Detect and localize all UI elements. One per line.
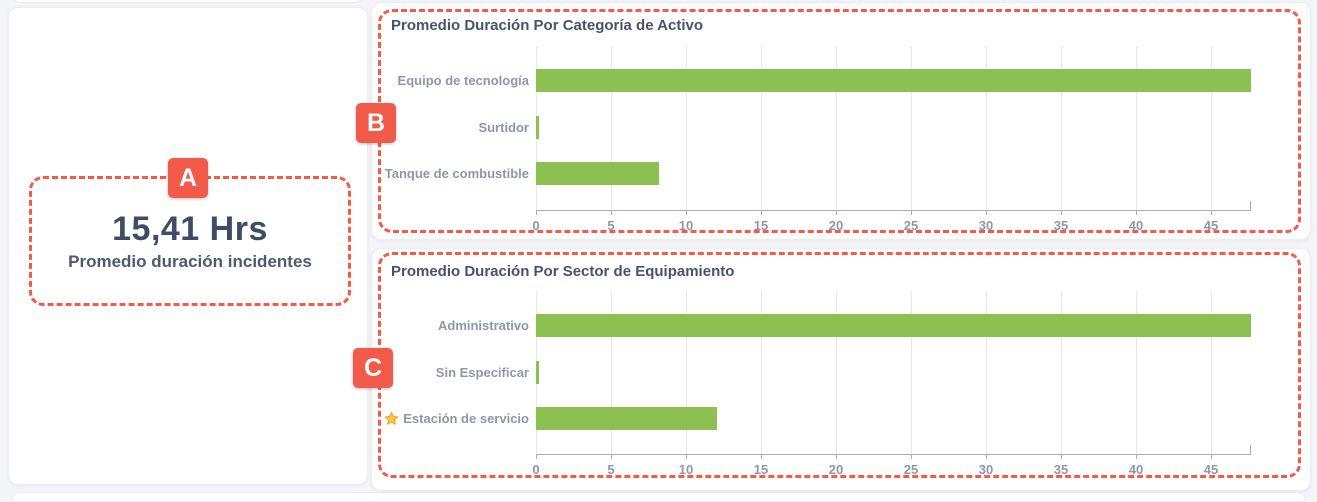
bar-3[interactable]	[536, 162, 659, 185]
next-row-card-edge	[12, 492, 1305, 502]
gridline	[986, 291, 987, 454]
axis-tick	[836, 210, 837, 215]
axis-tick	[1211, 454, 1212, 459]
category-label: Administrativo	[437, 318, 529, 333]
gridline	[761, 291, 762, 454]
bar-2[interactable]	[536, 361, 539, 384]
axis-tick	[1061, 210, 1062, 215]
x-axis-line	[536, 454, 1251, 455]
annotation-label-c: C	[353, 348, 393, 388]
gridline	[1136, 291, 1137, 454]
gridline	[686, 291, 687, 454]
axis-tick	[911, 454, 912, 459]
x-tick-label: 0	[532, 462, 540, 477]
category-label: Surtidor	[478, 120, 529, 135]
axis-tick	[611, 210, 612, 215]
gridline	[1211, 291, 1212, 454]
axis-tick	[686, 454, 687, 459]
x-tick-label: 5	[607, 218, 615, 233]
category-label: Equipo de tecnología	[397, 73, 529, 88]
x-tick-label: 30	[978, 218, 994, 233]
x-tick-label: 20	[828, 462, 844, 477]
x-tick-label: 40	[1128, 462, 1144, 477]
gridline	[611, 291, 612, 454]
axis-tick	[836, 454, 837, 459]
gridline	[1136, 46, 1137, 210]
annotation-label-a: A	[168, 158, 208, 198]
star-icon	[385, 411, 399, 425]
gridline	[911, 46, 912, 210]
axis-tick	[1211, 210, 1212, 215]
x-axis-end-tick	[1250, 201, 1251, 210]
x-tick-label: 5	[607, 462, 615, 477]
x-tick-label: 25	[903, 462, 919, 477]
bar-chart-categoria-activo: 0 5 10 15 20 25 30 35 40 45 Equipo de tecnología Su…	[385, 46, 1251, 233]
x-tick-label: 40	[1128, 218, 1144, 233]
x-tick-label: 20	[828, 218, 844, 233]
axis-tick	[536, 454, 537, 459]
x-tick-label: 35	[1053, 462, 1069, 477]
axis-tick	[1061, 454, 1062, 459]
bar-chart-sector-equipamiento: 0 5 10 15 20 25 30 35 40 45 Administrativo Sin Espe…	[385, 291, 1251, 477]
axis-tick	[986, 210, 987, 215]
gridline	[611, 46, 612, 210]
gridline	[1061, 291, 1062, 454]
x-tick-label: 10	[678, 218, 694, 233]
gridline	[686, 46, 687, 210]
axis-tick	[986, 454, 987, 459]
category-label: Tanque de combustible	[384, 166, 529, 181]
bar-2[interactable]	[536, 116, 539, 139]
axis-tick	[761, 454, 762, 459]
axis-tick	[686, 210, 687, 215]
annotation-label-b: B	[356, 103, 396, 143]
bar-1[interactable]	[536, 69, 1251, 92]
x-tick-label: 30	[978, 462, 994, 477]
x-tick-label: 25	[903, 218, 919, 233]
chart-title-categoria-activo: Promedio Duración Por Categoría de Activ…	[391, 17, 704, 34]
x-tick-label: 45	[1203, 218, 1219, 233]
x-tick-label: 10	[678, 462, 694, 477]
x-tick-label: 35	[1053, 218, 1069, 233]
x-axis-end-tick	[1250, 445, 1251, 454]
category-label: Estación de servicio	[384, 407, 529, 430]
gridline	[761, 46, 762, 210]
gridline	[1061, 46, 1062, 210]
gridline	[1211, 46, 1212, 210]
chart-panel-sector-equipamiento: Promedio Duración Por Sector de Equipami…	[371, 248, 1311, 491]
kpi-value: 15,41 Hrs	[112, 210, 268, 248]
gridline	[911, 291, 912, 454]
axis-tick	[911, 210, 912, 215]
axis-tick	[611, 454, 612, 459]
previous-row-card-edge	[12, 0, 363, 3]
bar-1[interactable]	[536, 314, 1251, 337]
axis-tick	[1136, 454, 1137, 459]
category-label: Sin Especificar	[435, 365, 529, 380]
x-tick-label: 15	[753, 462, 769, 477]
x-tick-label: 45	[1203, 462, 1219, 477]
kpi-content: 15,41 Hrs Promedio duración incidentes	[29, 176, 351, 306]
x-axis-line	[536, 210, 1251, 211]
x-tick-label: 15	[753, 218, 769, 233]
chart-panel-categoria-activo: Promedio Duración Por Categoría de Activ…	[371, 2, 1311, 240]
axis-tick	[761, 210, 762, 215]
kpi-card-promedio-duracion: 15,41 Hrs Promedio duración incidentes	[8, 7, 368, 485]
axis-tick	[1136, 210, 1137, 215]
kpi-label: Promedio duración incidentes	[68, 252, 312, 271]
gridline	[986, 46, 987, 210]
gridline	[836, 291, 837, 454]
gridline	[836, 46, 837, 210]
chart-title-sector-equipamiento: Promedio Duración Por Sector de Equipami…	[391, 263, 735, 280]
axis-tick	[536, 210, 537, 215]
x-tick-label: 0	[532, 218, 540, 233]
bar-3[interactable]	[536, 407, 717, 430]
